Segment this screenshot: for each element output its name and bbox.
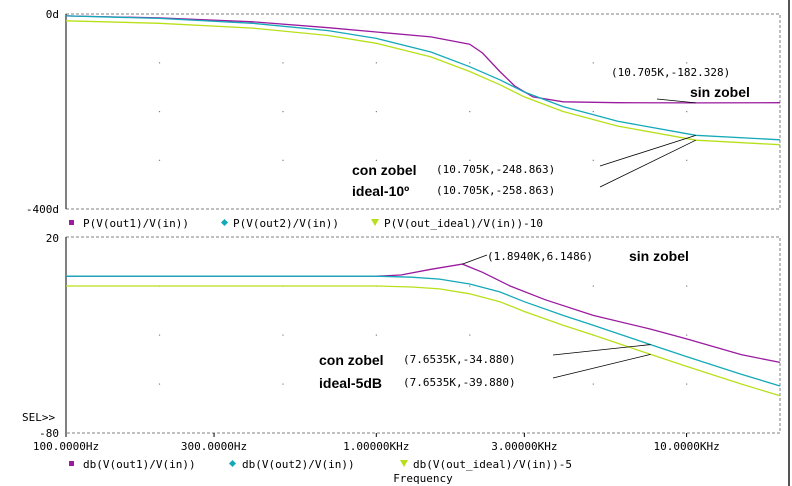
annotation-label: con zobel [352,162,417,178]
magnitude-y-tick-top: 20 [46,232,59,245]
legend-label: db(V(out_ideal)/V(in))-5 [413,458,572,471]
legend-marker-triangle [371,219,379,226]
grid-dot [282,62,284,64]
annotation-readout: (1.8940K,6.1486) [487,250,593,263]
annotation-readout: (7.6535K,-34.880) [403,353,516,366]
grid-dot [158,383,161,385]
legend-marker-square [69,461,74,466]
grid-dot [375,111,377,113]
grid-dot [158,334,161,336]
annotation-readout: (7.6535K,-39.880) [403,376,516,389]
x-tick-label: 100.0000Hz [33,440,99,453]
annotation-label: sin zobel [690,84,750,100]
grid-dot [158,111,161,113]
annotations-layer: (10.705K,-182.328) sin zobel (10.705K,-248… [319,66,750,391]
grid-dot [282,334,284,336]
legend-marker-square [69,220,74,225]
x-tick-label: 1.00000KHz [343,440,409,453]
grid-dot [158,159,161,161]
grid-dot [469,159,471,161]
phase-y-tick-bottom: -400d [26,203,59,216]
annotation-leader [552,344,651,356]
series-line [66,285,781,397]
annotation-label: sin zobel [629,248,689,264]
legend-marker-diamond [220,218,229,227]
annotation-leader [599,134,696,167]
series-line [66,275,781,387]
annotation-leader [599,139,696,188]
x-tick-label: 10.0000KHz [653,440,719,453]
phase-y-tick-top: 0d [46,8,59,21]
grid-dot [686,159,688,161]
legend-label: db(V(out2)/V(in)) [242,458,355,471]
magnitude-y-tick-bottom: -80 [39,427,59,440]
magnitude-legend: db(V(out1)/V(in)) db(V(out2)/V(in)) db(V… [69,458,572,471]
grid-dot [686,111,688,113]
x-axis-title: Frequency [393,472,453,485]
grid-dot [469,383,471,385]
grid-dot [592,111,594,113]
annotation-label: ideal-10º [352,183,409,199]
annotation-leader [462,254,488,265]
grid-dot [592,62,594,64]
grid-dot [686,285,688,287]
x-tick-label: 300.0000Hz [181,440,247,453]
annotation-readout: (10.705K,-248.863) [436,163,555,176]
sel-marker[interactable]: SEL>> [22,411,55,424]
grid-dot [469,62,471,64]
grid-dot [375,159,377,161]
grid-dot [282,383,284,385]
legend-marker-triangle [400,460,408,467]
grid-dot [686,62,688,64]
grid-dot [469,285,471,287]
grid-dot [282,159,284,161]
legend-label: db(V(out1)/V(in)) [83,458,196,471]
grid-dot [469,111,471,113]
legend-label: P(V(out2)/V(in)) [233,217,339,230]
grid-dot [592,383,594,385]
annotation-label: ideal-5dB [319,375,382,391]
phase-legend: P(V(out1)/V(in)) P(V(out2)/V(in)) P(V(ou… [69,217,543,230]
series-line [65,20,781,146]
grid-dot [282,111,284,113]
grid-dot [375,62,377,64]
x-tick-label: 3.00000KHz [491,440,557,453]
grid-dot [375,334,377,336]
series-line [65,15,781,104]
curves-layer [65,15,781,397]
legend-label: P(V(out_ideal)/V(in))-10 [384,217,543,230]
grid-dot [686,383,688,385]
annotation-leader [656,98,696,104]
series-line [66,263,781,364]
grid-dot [592,285,594,287]
grid-dot [469,334,471,336]
annotation-label: con zobel [319,352,384,368]
annotation-readout: (10.705K,-182.328) [611,66,730,79]
legend-label: P(V(out1)/V(in)) [83,217,189,230]
x-tick-labels: 100.0000Hz 300.0000Hz 1.00000KHz 3.00000KHz… [33,433,720,453]
series-line [65,15,781,141]
grid-dot [158,62,161,64]
annotation-readout: (10.705K,-258.863) [436,184,555,197]
grid-dot [375,383,377,385]
grid-dot [592,159,594,161]
phase-plot-frame [65,13,781,210]
legend-marker-diamond [228,459,237,468]
annotation-leader [552,353,651,379]
grid-dot [686,334,688,336]
